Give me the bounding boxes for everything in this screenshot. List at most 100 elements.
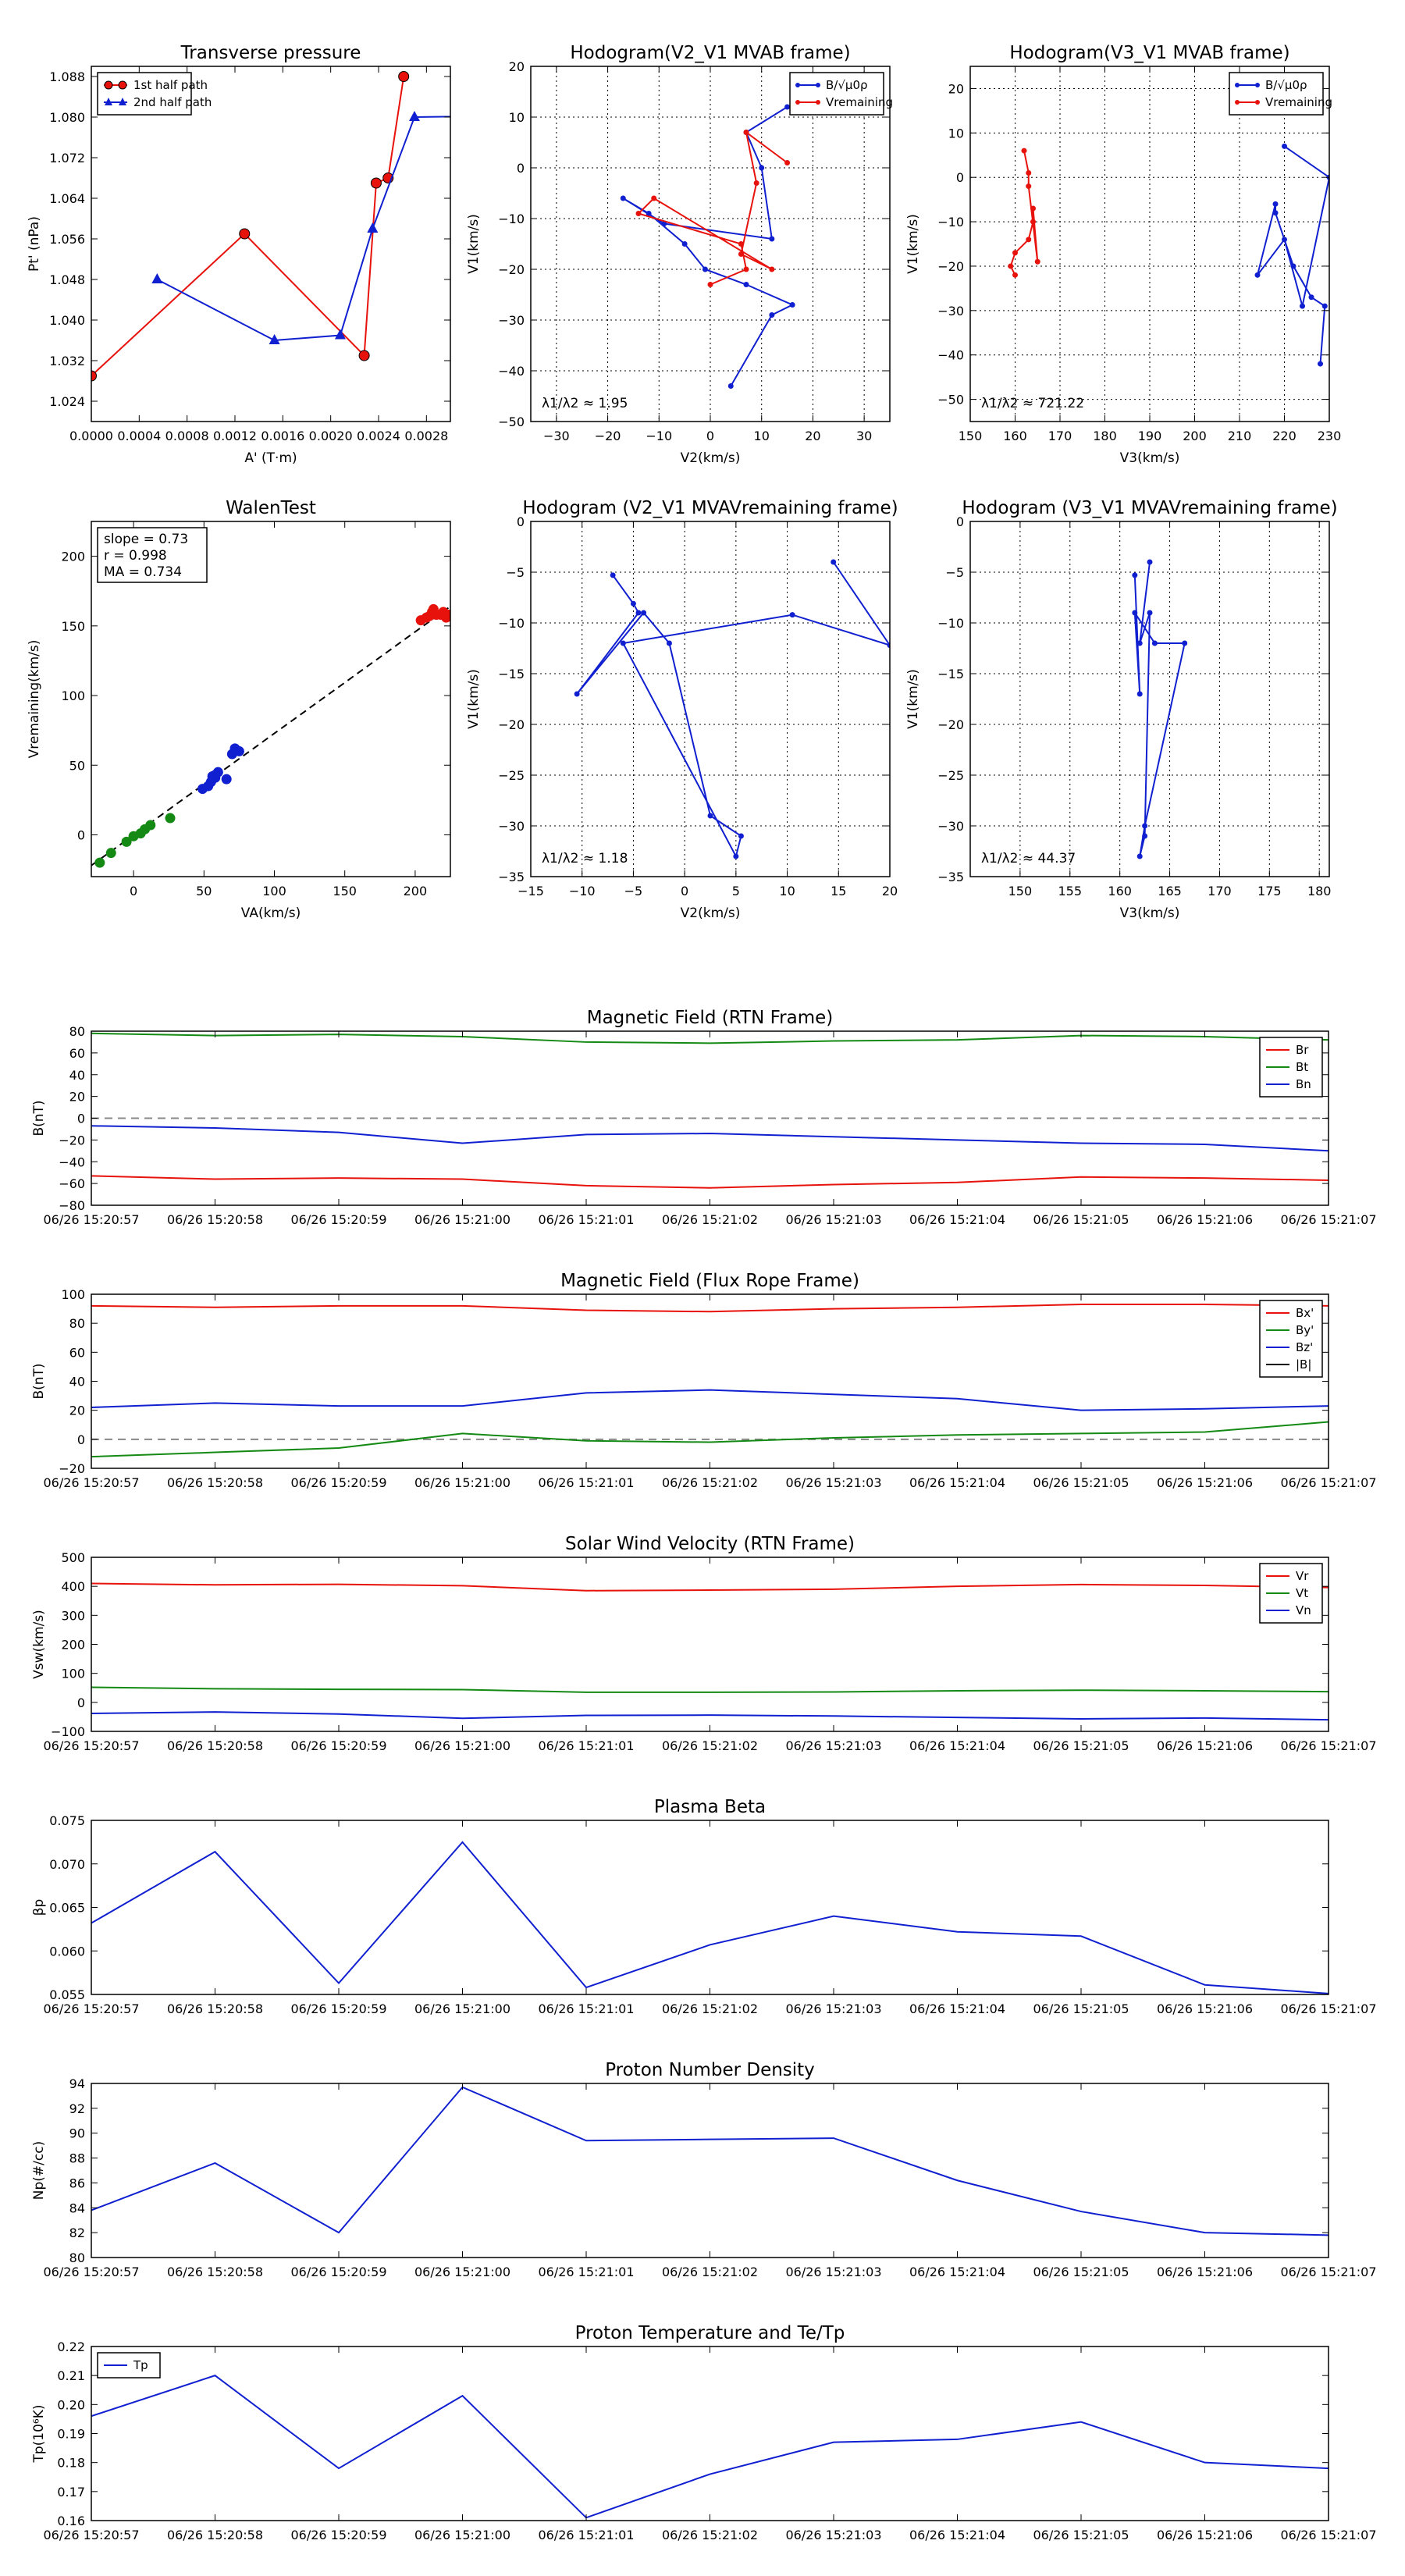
x-tick-label: 06/26 15:20:57 <box>43 2001 139 2016</box>
legend-item: Vn <box>1266 1603 1311 1617</box>
x-tick-label: 100 <box>262 884 286 898</box>
x-tick-label: −15 <box>518 884 544 898</box>
x-tick-label: 06/26 15:21:05 <box>1033 2528 1129 2542</box>
chart-title: Hodogram(V2_V1 MVAB frame) <box>570 43 850 63</box>
legend-label: By' <box>1296 1323 1314 1337</box>
y-tick-label: −20 <box>937 717 964 732</box>
legend-marker <box>795 83 800 87</box>
x-tick-label: 06/26 15:20:58 <box>167 2528 263 2542</box>
legend-item: Vremaining <box>1235 95 1332 109</box>
y-tick-label: 20 <box>509 59 525 74</box>
x-tick-label: 06/26 15:21:03 <box>785 2528 881 2542</box>
data-point <box>1030 205 1036 212</box>
chart-title: Hodogram (V2_V1 MVAVremaining frame) <box>522 498 898 518</box>
y-tick-label: 0.055 <box>49 1987 85 2002</box>
x-tick-label: 06/26 15:21:00 <box>414 1738 510 1753</box>
y-tick-label: 0 <box>77 1112 85 1126</box>
x-tick-label: 06/26 15:21:07 <box>1280 2265 1376 2279</box>
x-tick-label: 06/26 15:21:02 <box>662 1475 758 1490</box>
x-axis-label: V3(km/s) <box>1120 906 1180 921</box>
legend-label: B/√μ0ρ <box>1265 78 1307 92</box>
data-point <box>1282 143 1287 149</box>
data-point <box>727 383 734 389</box>
y-tick-label: 1.032 <box>49 354 85 368</box>
chart-magnetic-field-flux-rope: 06/26 15:20:57 06/26 15:20:58 06/26 15:20:… <box>31 1271 1377 1490</box>
data-point <box>1290 263 1297 269</box>
x-tick-label: 06/26 15:21:03 <box>785 2001 881 2016</box>
y-tick-label: 100 <box>61 1667 85 1681</box>
y-tick-label: −10 <box>937 616 964 631</box>
chart-title: Solar Wind Velocity (RTN Frame) <box>565 1534 855 1554</box>
x-tick-label: 210 <box>1228 429 1252 443</box>
data-point <box>1272 210 1279 216</box>
x-tick-label: 06/26 15:21:04 <box>909 1738 1005 1753</box>
x-tick-label: 06/26 15:21:05 <box>1033 2265 1129 2279</box>
chart-title: Proton Number Density <box>605 2060 815 2080</box>
stats-box-frame <box>97 527 208 583</box>
data-point <box>358 350 370 361</box>
data-point <box>1300 303 1305 309</box>
series-vr <box>91 1582 1329 1592</box>
y-tick-label: 150 <box>61 619 85 634</box>
data-point <box>620 640 626 646</box>
x-tick-label: −5 <box>624 884 643 898</box>
data-point <box>1136 640 1143 646</box>
x-axis-label: VA(km/s) <box>241 906 301 921</box>
series-vremaining <box>635 130 791 287</box>
legend-label: Vn <box>1296 1603 1311 1617</box>
y-tick-label: 94 <box>69 2076 85 2091</box>
x-tick-label: 06/26 15:20:58 <box>167 1212 263 1227</box>
chart-transverse-pressure: 0.0000 0.0004 0.0008 0.0012 0.0016 0.0020 0.00… <box>27 43 451 466</box>
legend-item: Bt <box>1266 1060 1308 1074</box>
x-tick-label: 0.0016 <box>261 429 304 443</box>
x-tick-label: 06/26 15:20:58 <box>167 1475 263 1490</box>
y-tick-label: 82 <box>69 2226 85 2240</box>
series-by- <box>91 1421 1329 1458</box>
legend-marker <box>816 100 820 105</box>
data-point <box>641 610 647 616</box>
series-line <box>91 2375 1329 2519</box>
legend-label: Vt <box>1296 1586 1308 1600</box>
y-tick-label: −20 <box>59 1133 85 1147</box>
x-tick-label: 180 <box>1307 884 1332 898</box>
x-tick-label: 06/26 15:20:57 <box>43 1212 139 1227</box>
data-point <box>743 266 749 272</box>
x-tick-label: 160 <box>1003 429 1027 443</box>
plot-frame <box>530 66 891 422</box>
y-tick-label: −40 <box>937 348 964 363</box>
x-tick-label: 165 <box>1158 884 1182 898</box>
x-tick-label: 06/26 15:21:02 <box>662 2528 758 2542</box>
x-tick-label: 06/26 15:21:00 <box>414 2265 510 2279</box>
data-point <box>831 559 837 565</box>
data-point <box>574 691 580 697</box>
legend-marker <box>816 83 820 87</box>
chart-hodogram-v3v1-mvab: 150 160 170 180 190 200 210 220 230−50−40−30−20−… <box>905 43 1341 466</box>
x-tick-label: 06/26 15:21:00 <box>414 1475 510 1490</box>
data-point <box>1321 303 1328 309</box>
x-tick-label: 06/26 15:21:07 <box>1280 1475 1376 1490</box>
y-tick-label: 80 <box>69 1024 85 1039</box>
legend-label: Vremaining <box>826 95 893 109</box>
y-tick-label: 1.048 <box>49 272 85 287</box>
chart-title: Magnetic Field (Flux Rope Frame) <box>560 1271 859 1291</box>
legend-label: B/√μ0ρ <box>826 78 868 92</box>
y-axis-label: Np(#/cc) <box>31 2141 47 2200</box>
legend: Br Bt Bn <box>1259 1037 1323 1098</box>
y-tick-label: 0.070 <box>49 1857 85 1872</box>
legend-item: 1st half path <box>104 78 208 92</box>
y-tick-label: 0 <box>517 514 525 529</box>
x-tick-label: 06/26 15:20:58 <box>167 1738 263 1753</box>
y-tick-label: −50 <box>498 415 525 429</box>
x-tick-label: 06/26 15:20:58 <box>167 2265 263 2279</box>
legend-marker <box>1235 83 1240 87</box>
legend: 1st half path 2nd half path <box>97 72 212 116</box>
series-line <box>91 1304 1329 1313</box>
stats-line: MA = 0.734 <box>104 564 182 580</box>
y-tick-label: −5 <box>506 565 525 580</box>
series-vremaining <box>1008 148 1040 278</box>
y-tick-label: 86 <box>69 2176 85 2190</box>
legend-item: Vt <box>1266 1586 1308 1600</box>
y-tick-label: −100 <box>51 1724 85 1739</box>
series-line <box>91 1711 1329 1721</box>
legend-frame <box>97 72 192 116</box>
